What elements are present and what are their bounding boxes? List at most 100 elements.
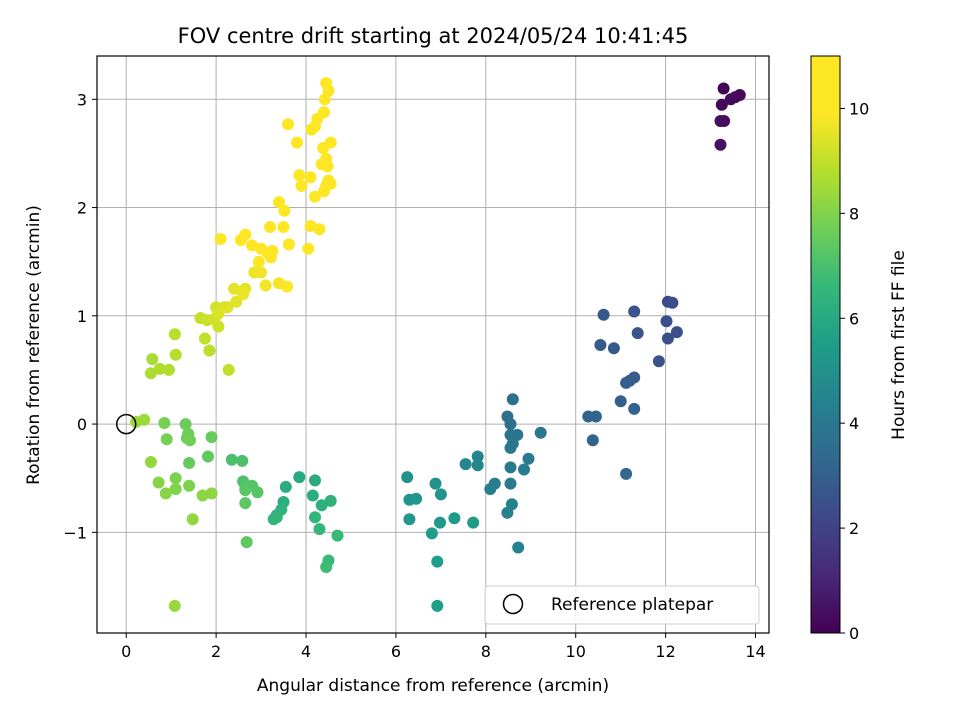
data-point — [237, 288, 250, 301]
data-point — [279, 480, 292, 493]
data-point — [594, 339, 607, 351]
data-point — [522, 452, 535, 465]
data-point — [169, 348, 182, 361]
colorbar-tick-label: 10 — [849, 99, 869, 118]
colorbar-tick-label: 2 — [849, 519, 859, 538]
data-point — [321, 160, 334, 173]
x-axis-label: Angular distance from reference (arcmin) — [257, 676, 609, 696]
data-point — [714, 138, 727, 151]
data-point — [666, 296, 679, 309]
data-point — [179, 418, 192, 431]
data-point — [252, 255, 265, 268]
data-point — [158, 417, 171, 429]
legend-marker-reference — [502, 593, 524, 615]
data-point — [251, 486, 264, 499]
data-point — [293, 471, 306, 484]
data-point — [309, 120, 321, 133]
data-point — [225, 453, 238, 466]
data-point — [152, 476, 165, 489]
data-point — [168, 599, 181, 612]
data-point — [670, 326, 683, 339]
data-point — [270, 511, 283, 524]
data-point — [434, 516, 446, 529]
data-point — [214, 233, 227, 245]
data-point — [628, 305, 641, 318]
plot-frame — [96, 55, 770, 634]
data-point — [484, 483, 497, 495]
data-point — [246, 239, 259, 252]
data-point — [506, 393, 519, 406]
reference-platepar-marker — [115, 413, 137, 435]
colorbar-tick-label: 0 — [849, 624, 859, 643]
data-point — [504, 441, 517, 454]
data-point — [331, 529, 344, 542]
y-axis-label: Rotation from reference (arcmin) — [24, 205, 44, 485]
data-point — [471, 459, 484, 472]
data-point — [628, 402, 641, 415]
data-point — [168, 328, 181, 341]
data-point — [302, 242, 315, 255]
data-point — [146, 353, 159, 366]
x-tick-label: 8 — [481, 642, 491, 661]
data-point — [153, 362, 166, 375]
colorbar-ticks: 0 2 4 6 8 10 — [840, 99, 869, 643]
data-point — [144, 367, 157, 380]
data-point — [169, 472, 182, 485]
data-point — [429, 477, 442, 490]
data-point — [324, 177, 337, 190]
x-tick-label: 0 — [121, 642, 131, 661]
data-point — [278, 204, 291, 217]
colorbar-tick-label: 6 — [849, 309, 859, 328]
data-point — [403, 513, 416, 526]
data-point — [184, 434, 196, 447]
x-tick-label: 2 — [211, 642, 221, 661]
data-point — [459, 458, 472, 471]
data-point — [281, 280, 294, 293]
data-point — [467, 516, 480, 529]
y-axis-ticks: −1 0 1 2 3 — [63, 90, 97, 542]
data-point — [597, 308, 610, 321]
chart-title: FOV centre drift starting at 2024/05/24 … — [178, 24, 689, 48]
x-tick-label: 10 — [566, 642, 586, 661]
data-point — [401, 471, 414, 484]
data-point — [512, 541, 525, 554]
data-point — [240, 536, 253, 549]
data-point — [717, 82, 730, 95]
data-point — [202, 450, 214, 463]
data-point — [631, 327, 644, 340]
data-point — [186, 513, 199, 526]
data-point — [144, 456, 157, 468]
data-point — [282, 238, 295, 251]
data-point — [661, 332, 674, 345]
data-point — [205, 431, 218, 444]
data-point — [291, 136, 303, 149]
data-point — [652, 355, 665, 368]
y-tick-label: −1 — [63, 523, 87, 542]
data-point — [733, 89, 746, 101]
data-point — [198, 332, 211, 345]
data-point — [159, 487, 172, 500]
data-point — [282, 118, 294, 131]
y-tick-label: 0 — [77, 415, 87, 434]
data-point — [309, 511, 321, 524]
data-point — [448, 512, 461, 525]
colorbar-tick-label: 4 — [849, 414, 859, 433]
data-point — [471, 450, 484, 463]
data-point — [222, 363, 235, 376]
x-tick-label: 4 — [301, 642, 311, 661]
x-tick-label: 6 — [391, 642, 401, 661]
data-point — [239, 484, 252, 497]
data-point — [205, 487, 218, 500]
data-point — [586, 434, 599, 447]
data-points — [130, 77, 746, 612]
data-point — [589, 410, 602, 423]
data-point — [266, 244, 279, 257]
y-tick-label: 1 — [77, 307, 87, 326]
x-tick-label: 14 — [745, 642, 765, 661]
data-point — [228, 282, 241, 295]
data-point — [264, 221, 277, 233]
legend: Reference platepar — [484, 585, 760, 625]
data-point — [304, 171, 317, 184]
data-point — [431, 599, 444, 612]
